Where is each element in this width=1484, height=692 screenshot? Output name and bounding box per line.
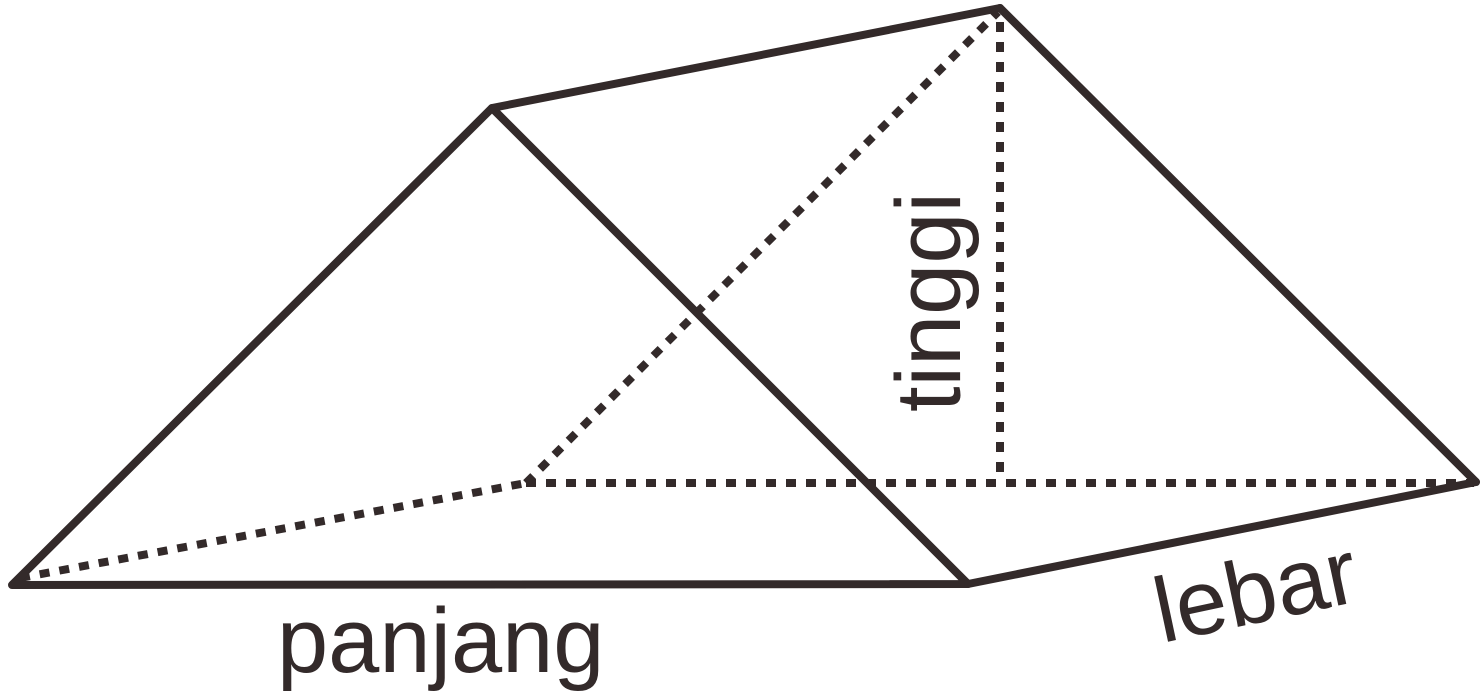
back-right-slant-edge xyxy=(996,4,1480,486)
tinggi-label: tinggi xyxy=(878,192,980,412)
visible-edges xyxy=(8,4,1480,589)
bottom-right-edge xyxy=(964,478,1480,588)
hidden-edge-back-base-left xyxy=(19,479,527,582)
top-ridge-edge xyxy=(488,4,1004,112)
front-triangle-face xyxy=(8,104,972,589)
hidden-edges xyxy=(19,9,1474,582)
panjang-label: panjang xyxy=(277,590,604,692)
